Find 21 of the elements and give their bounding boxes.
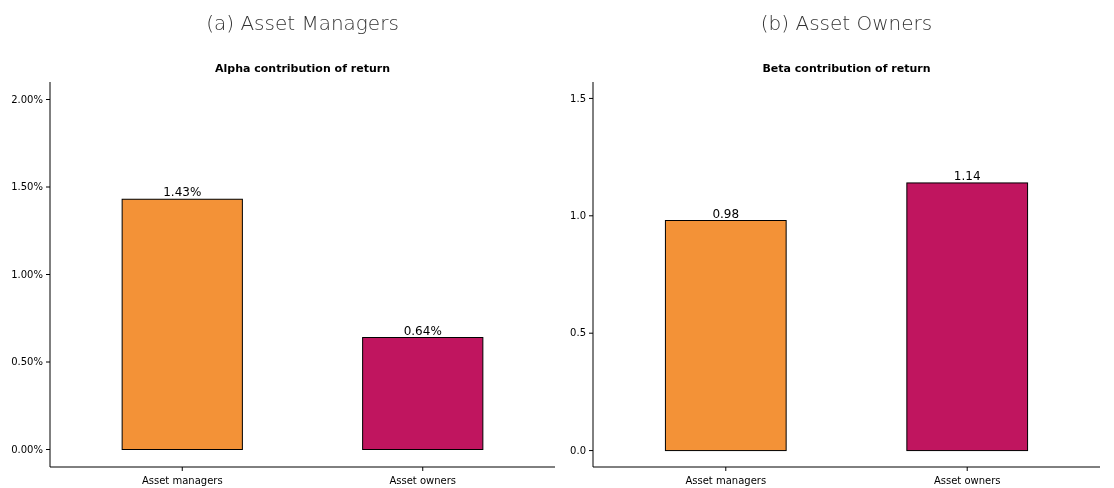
y-tick-label: 1.0 [570,210,586,222]
y-tick-label: 0.5 [570,327,586,339]
data-label: 0.98 [712,206,740,221]
y-tick-label: 0.00% [11,443,43,455]
data-label: 1.43% [163,185,202,200]
chart-title: (b) Asset Owners [760,11,933,35]
chart-subtitle: Beta contribution of return [762,62,931,75]
x-tick-label: Asset owners [933,475,1001,486]
x-tick-label: Asset managers [141,475,223,486]
y-tick-label: 0.0 [570,444,586,456]
y-tick-label: 1.50% [11,181,43,193]
chart-title: (a) Asset Managers [206,11,399,35]
data-label: 1.14 [953,168,981,183]
x-tick-label: Asset managers [685,475,767,486]
x-tick-label: Asset owners [389,475,457,486]
y-tick-label: 0.50% [11,356,43,368]
y-tick-label: 2.00% [11,93,43,105]
y-tick-label: 1.00% [11,268,43,280]
y-tick-label: 1.5 [570,92,586,104]
chart-subtitle: Alpha contribution of return [215,62,390,75]
data-label: 0.64% [403,323,442,338]
